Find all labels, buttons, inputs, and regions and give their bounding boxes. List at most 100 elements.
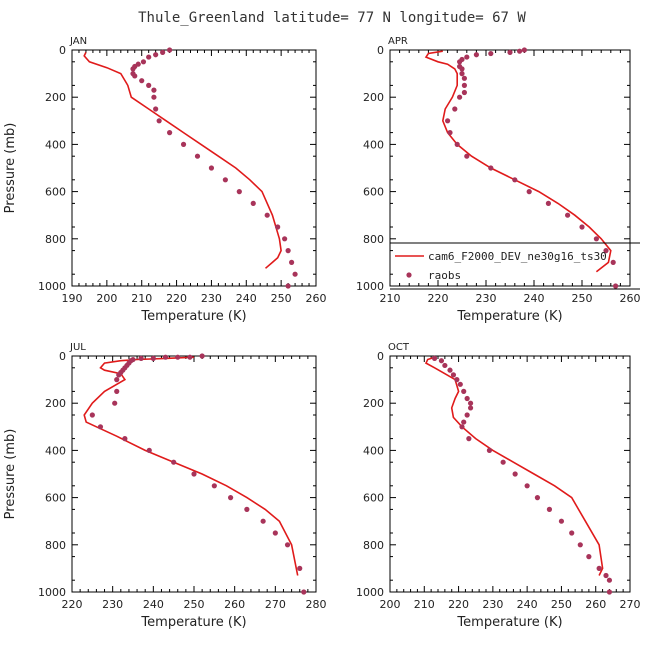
obs-point bbox=[603, 248, 609, 254]
obs-point bbox=[153, 52, 159, 58]
obs-point bbox=[486, 447, 493, 453]
obs-point bbox=[140, 59, 147, 65]
y-tick-label: 200 bbox=[45, 397, 66, 410]
y-tick-label: 1000 bbox=[38, 586, 66, 599]
obs-point bbox=[151, 94, 157, 100]
y-tick-label: 0 bbox=[59, 350, 66, 363]
y-tick-label: 800 bbox=[363, 233, 384, 246]
x-tick-label: 230 bbox=[201, 292, 222, 305]
obs-point bbox=[459, 424, 465, 430]
obs-point bbox=[292, 271, 298, 277]
x-tick-label: 260 bbox=[620, 292, 641, 305]
x-tick-label: 250 bbox=[271, 292, 292, 305]
x-tick-label: 260 bbox=[224, 598, 245, 611]
panel-apr: APR 210 220 230 240 250 260 0 200 400 600 800 1000 Te… bbox=[356, 36, 641, 324]
obs-point bbox=[459, 66, 465, 72]
panel-label: APR bbox=[388, 36, 408, 47]
obs-point bbox=[577, 542, 583, 548]
obs-point bbox=[114, 388, 120, 394]
obs-point bbox=[558, 518, 565, 524]
obs-point bbox=[228, 495, 234, 501]
obs-point bbox=[445, 118, 451, 124]
obs-point bbox=[431, 355, 438, 361]
x-tick-label: 200 bbox=[96, 292, 117, 305]
x-tick-label: 190 bbox=[62, 292, 83, 305]
x-tick-label: 210 bbox=[131, 292, 152, 305]
obs-point bbox=[285, 248, 291, 254]
panel-label: JAN bbox=[69, 36, 87, 47]
x-tick-label: 230 bbox=[482, 598, 503, 611]
obs-point bbox=[289, 259, 295, 265]
y-tick-label: 0 bbox=[377, 350, 384, 363]
obs-point bbox=[199, 353, 205, 359]
panel-jan: JAN 190 200 210 220 230 240 250 260 0 200 400 600 800… bbox=[3, 36, 327, 324]
y-tick-label: 800 bbox=[45, 233, 66, 246]
x-tick-label: 260 bbox=[585, 598, 606, 611]
x-tick-label: 250 bbox=[572, 292, 593, 305]
obs-point bbox=[500, 459, 506, 465]
obs-point bbox=[466, 436, 472, 442]
obs-point bbox=[191, 471, 197, 477]
x-tick-label: 200 bbox=[380, 598, 401, 611]
obs-point bbox=[114, 377, 120, 383]
x-tick-label: 210 bbox=[414, 598, 435, 611]
y-tick-label: 200 bbox=[363, 91, 384, 104]
obs-point bbox=[132, 73, 138, 79]
obs-point bbox=[454, 377, 460, 383]
obs-point bbox=[264, 212, 270, 218]
panel-oct: OCT 200 210 220 230 240 250 260 270 0 200 400 600 800… bbox=[356, 342, 641, 630]
obs-point bbox=[596, 565, 602, 572]
legend-obs-swatch bbox=[406, 272, 412, 278]
obs-point bbox=[171, 459, 177, 465]
obs-point bbox=[438, 358, 445, 364]
obs-point bbox=[461, 82, 467, 88]
x-tick-label: 240 bbox=[236, 292, 257, 305]
obs-point bbox=[167, 47, 173, 53]
obs-point bbox=[272, 530, 278, 536]
obs-point bbox=[603, 572, 609, 579]
x-tick-label: 240 bbox=[143, 598, 164, 611]
obs-point bbox=[89, 412, 95, 418]
obs-point bbox=[151, 87, 157, 93]
x-axis-label: Temperature (K) bbox=[140, 615, 246, 630]
obs-point bbox=[285, 283, 291, 289]
obs-point bbox=[464, 153, 470, 159]
obs-point bbox=[122, 436, 128, 442]
obs-point bbox=[211, 483, 217, 489]
obs-point bbox=[545, 200, 552, 206]
obs-point bbox=[464, 395, 470, 402]
obs-point bbox=[464, 54, 470, 60]
obs-point bbox=[138, 355, 144, 361]
obs-point bbox=[565, 212, 571, 218]
obs-point bbox=[526, 189, 532, 195]
obs-point bbox=[579, 224, 585, 230]
plot-frame bbox=[71, 49, 317, 287]
obs-point bbox=[447, 130, 453, 136]
obs-point bbox=[467, 400, 474, 406]
obs-point bbox=[208, 165, 215, 171]
obs-point bbox=[167, 130, 173, 136]
x-tick-label: 280 bbox=[306, 598, 327, 611]
x-tick-label: 220 bbox=[62, 598, 83, 611]
obs-point bbox=[162, 354, 169, 360]
obs-point bbox=[512, 177, 518, 183]
x-tick-label: 240 bbox=[517, 598, 538, 611]
obs-point bbox=[457, 94, 463, 100]
panel-label: OCT bbox=[388, 342, 410, 353]
y-tick-label: 400 bbox=[45, 444, 66, 457]
y-axis-label: Pressure (mb) bbox=[3, 123, 18, 214]
y-axis-label: Pressure (mb) bbox=[3, 429, 18, 520]
y-tick-label: 400 bbox=[363, 138, 384, 151]
y-tick-label: 400 bbox=[45, 138, 66, 151]
obs-point bbox=[236, 189, 242, 195]
y-tick-label: 600 bbox=[45, 492, 66, 505]
y-tick-label: 600 bbox=[363, 186, 384, 199]
obs-point bbox=[116, 372, 122, 378]
obs-point bbox=[160, 49, 166, 55]
obs-point bbox=[546, 506, 553, 512]
obs-point bbox=[447, 367, 453, 373]
obs-point bbox=[606, 577, 613, 583]
obs-point bbox=[610, 259, 616, 265]
